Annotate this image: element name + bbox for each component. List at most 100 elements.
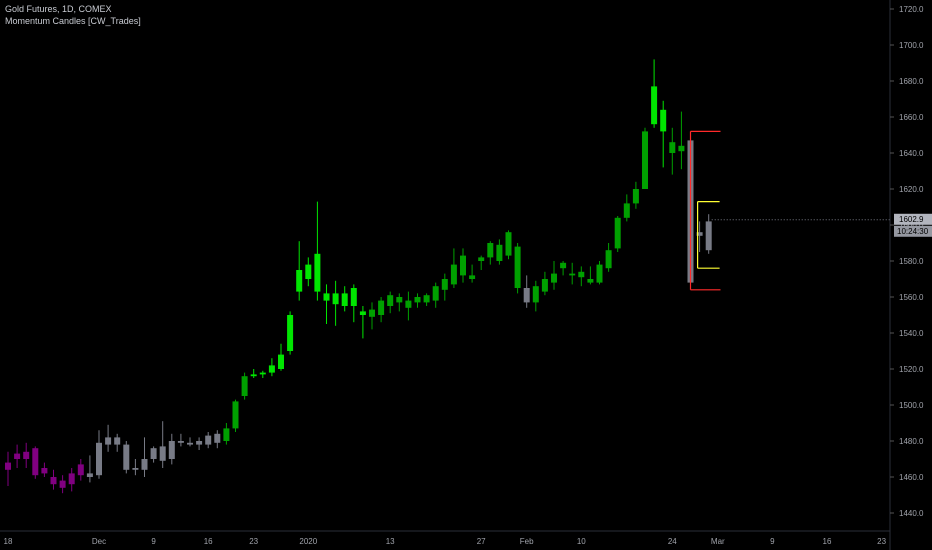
symbol-title[interactable]: Gold Futures, 1D, COMEX [5, 4, 112, 14]
candle-body[interactable] [32, 448, 39, 476]
candle-body[interactable] [259, 372, 266, 375]
price-axis[interactable]: 1440.0 1460.0 1480.0 1500.0 1520.0 1540.0 1560… [890, 5, 924, 518]
candle-body[interactable] [696, 232, 703, 236]
candle-body[interactable] [250, 374, 257, 377]
candle-body[interactable] [450, 264, 457, 285]
candle-body[interactable] [268, 365, 275, 373]
candle-body[interactable] [651, 86, 658, 125]
candle-body[interactable] [305, 264, 312, 279]
candle-body[interactable] [405, 300, 412, 308]
candle-body[interactable] [359, 311, 366, 315]
candle-body[interactable] [287, 315, 294, 351]
candle-body[interactable] [114, 437, 121, 445]
candle-body[interactable] [314, 253, 321, 292]
candle-body[interactable] [323, 293, 330, 301]
candle-body[interactable] [141, 459, 148, 470]
price-tick-label: 1440.0 [899, 509, 924, 518]
candle-body[interactable] [623, 203, 630, 218]
candle-body[interactable] [560, 262, 567, 269]
time-tick-label: 9 [151, 537, 156, 546]
candle-body[interactable] [432, 286, 439, 301]
time-tick-label: 9 [770, 537, 775, 546]
candle-body[interactable] [541, 279, 548, 292]
last-price-tag: 1602.9 10:24:30 [894, 213, 932, 237]
candle-body[interactable] [551, 273, 557, 283]
candle-body[interactable] [487, 243, 494, 258]
time-tick-label: Dec [92, 537, 106, 546]
candle-body[interactable] [14, 453, 21, 459]
candle-body[interactable] [132, 468, 139, 470]
candle-body[interactable] [123, 444, 130, 470]
time-tick-label: 27 [477, 537, 486, 546]
candle-body[interactable] [532, 286, 539, 303]
candle-body[interactable] [441, 279, 448, 290]
candle-body[interactable] [569, 273, 576, 276]
candle-body[interactable] [177, 441, 184, 443]
indicator-title[interactable]: Momentum Candles [CW_Trades] [5, 16, 141, 26]
time-axis[interactable]: 18 Dec 9 16 23 2020 13 27 Feb 10 24 Mar 9 16 23 [4, 537, 887, 546]
candle-body[interactable] [478, 257, 485, 261]
candle-body[interactable] [514, 246, 521, 288]
candle-body[interactable] [214, 433, 221, 443]
candle-body[interactable] [642, 131, 648, 189]
candle-body[interactable] [469, 275, 476, 279]
candle-body[interactable] [669, 142, 676, 153]
candle-body[interactable] [41, 468, 48, 474]
candle-body[interactable] [596, 264, 603, 283]
chart-legend: Gold Futures, 1D, COMEX Momentum Candles… [5, 3, 141, 27]
candle-body[interactable] [150, 448, 157, 459]
candle-body[interactable] [578, 271, 585, 278]
candle-body[interactable] [59, 480, 66, 488]
candle-body[interactable] [369, 309, 375, 317]
candle-body[interactable] [460, 255, 466, 276]
candle-body[interactable] [168, 441, 175, 459]
candle-body[interactable] [5, 462, 11, 470]
candle-body[interactable] [396, 297, 403, 303]
candle-body[interactable] [496, 244, 503, 261]
price-tick-label: 1480.0 [899, 437, 924, 446]
candle-body[interactable] [523, 288, 530, 303]
candle-body[interactable] [86, 473, 93, 477]
candle-body[interactable] [660, 109, 667, 132]
price-tick-label: 1680.0 [899, 77, 924, 86]
candle-body[interactable] [68, 473, 75, 485]
momentum-levels [689, 130, 721, 291]
candle-body[interactable] [605, 250, 612, 269]
candle-body[interactable] [350, 288, 357, 306]
candle-body[interactable] [614, 217, 621, 249]
candle-body[interactable] [705, 221, 712, 251]
candle-body[interactable] [187, 442, 193, 445]
candle-body[interactable] [332, 293, 339, 305]
candle-body[interactable] [232, 401, 239, 429]
candle-body[interactable] [241, 376, 248, 396]
candle-body[interactable] [505, 232, 512, 256]
candle-body[interactable] [159, 446, 166, 461]
candle-body[interactable] [387, 295, 394, 306]
price-tick-label: 1540.0 [899, 329, 924, 338]
candle-body[interactable] [205, 435, 212, 445]
candle-body[interactable] [105, 437, 112, 445]
price-tick-label: 1600.0 [899, 221, 924, 230]
candle-body[interactable] [341, 293, 348, 306]
candle-body[interactable] [678, 145, 685, 152]
candle-body[interactable] [278, 354, 284, 369]
last-price-badge [894, 213, 932, 225]
candle-body[interactable] [223, 428, 230, 441]
time-tick-label: 23 [249, 537, 258, 546]
price-tick-label: 1620.0 [899, 185, 924, 194]
candle-body[interactable] [414, 297, 421, 303]
candle-body[interactable] [378, 300, 385, 315]
price-tick-label: 1560.0 [899, 293, 924, 302]
candle-body[interactable] [587, 279, 594, 283]
time-tick-label: 16 [823, 537, 832, 546]
candle-body[interactable] [423, 295, 430, 303]
bar-countdown-label: 10:24:30 [897, 227, 929, 236]
candle-body[interactable] [296, 270, 303, 292]
candle-body[interactable] [23, 451, 30, 459]
candle-body[interactable] [50, 477, 57, 485]
candle-body[interactable] [196, 441, 203, 445]
candle-body[interactable] [96, 442, 102, 476]
candle-body[interactable] [77, 464, 84, 476]
candle-body[interactable] [632, 189, 639, 204]
